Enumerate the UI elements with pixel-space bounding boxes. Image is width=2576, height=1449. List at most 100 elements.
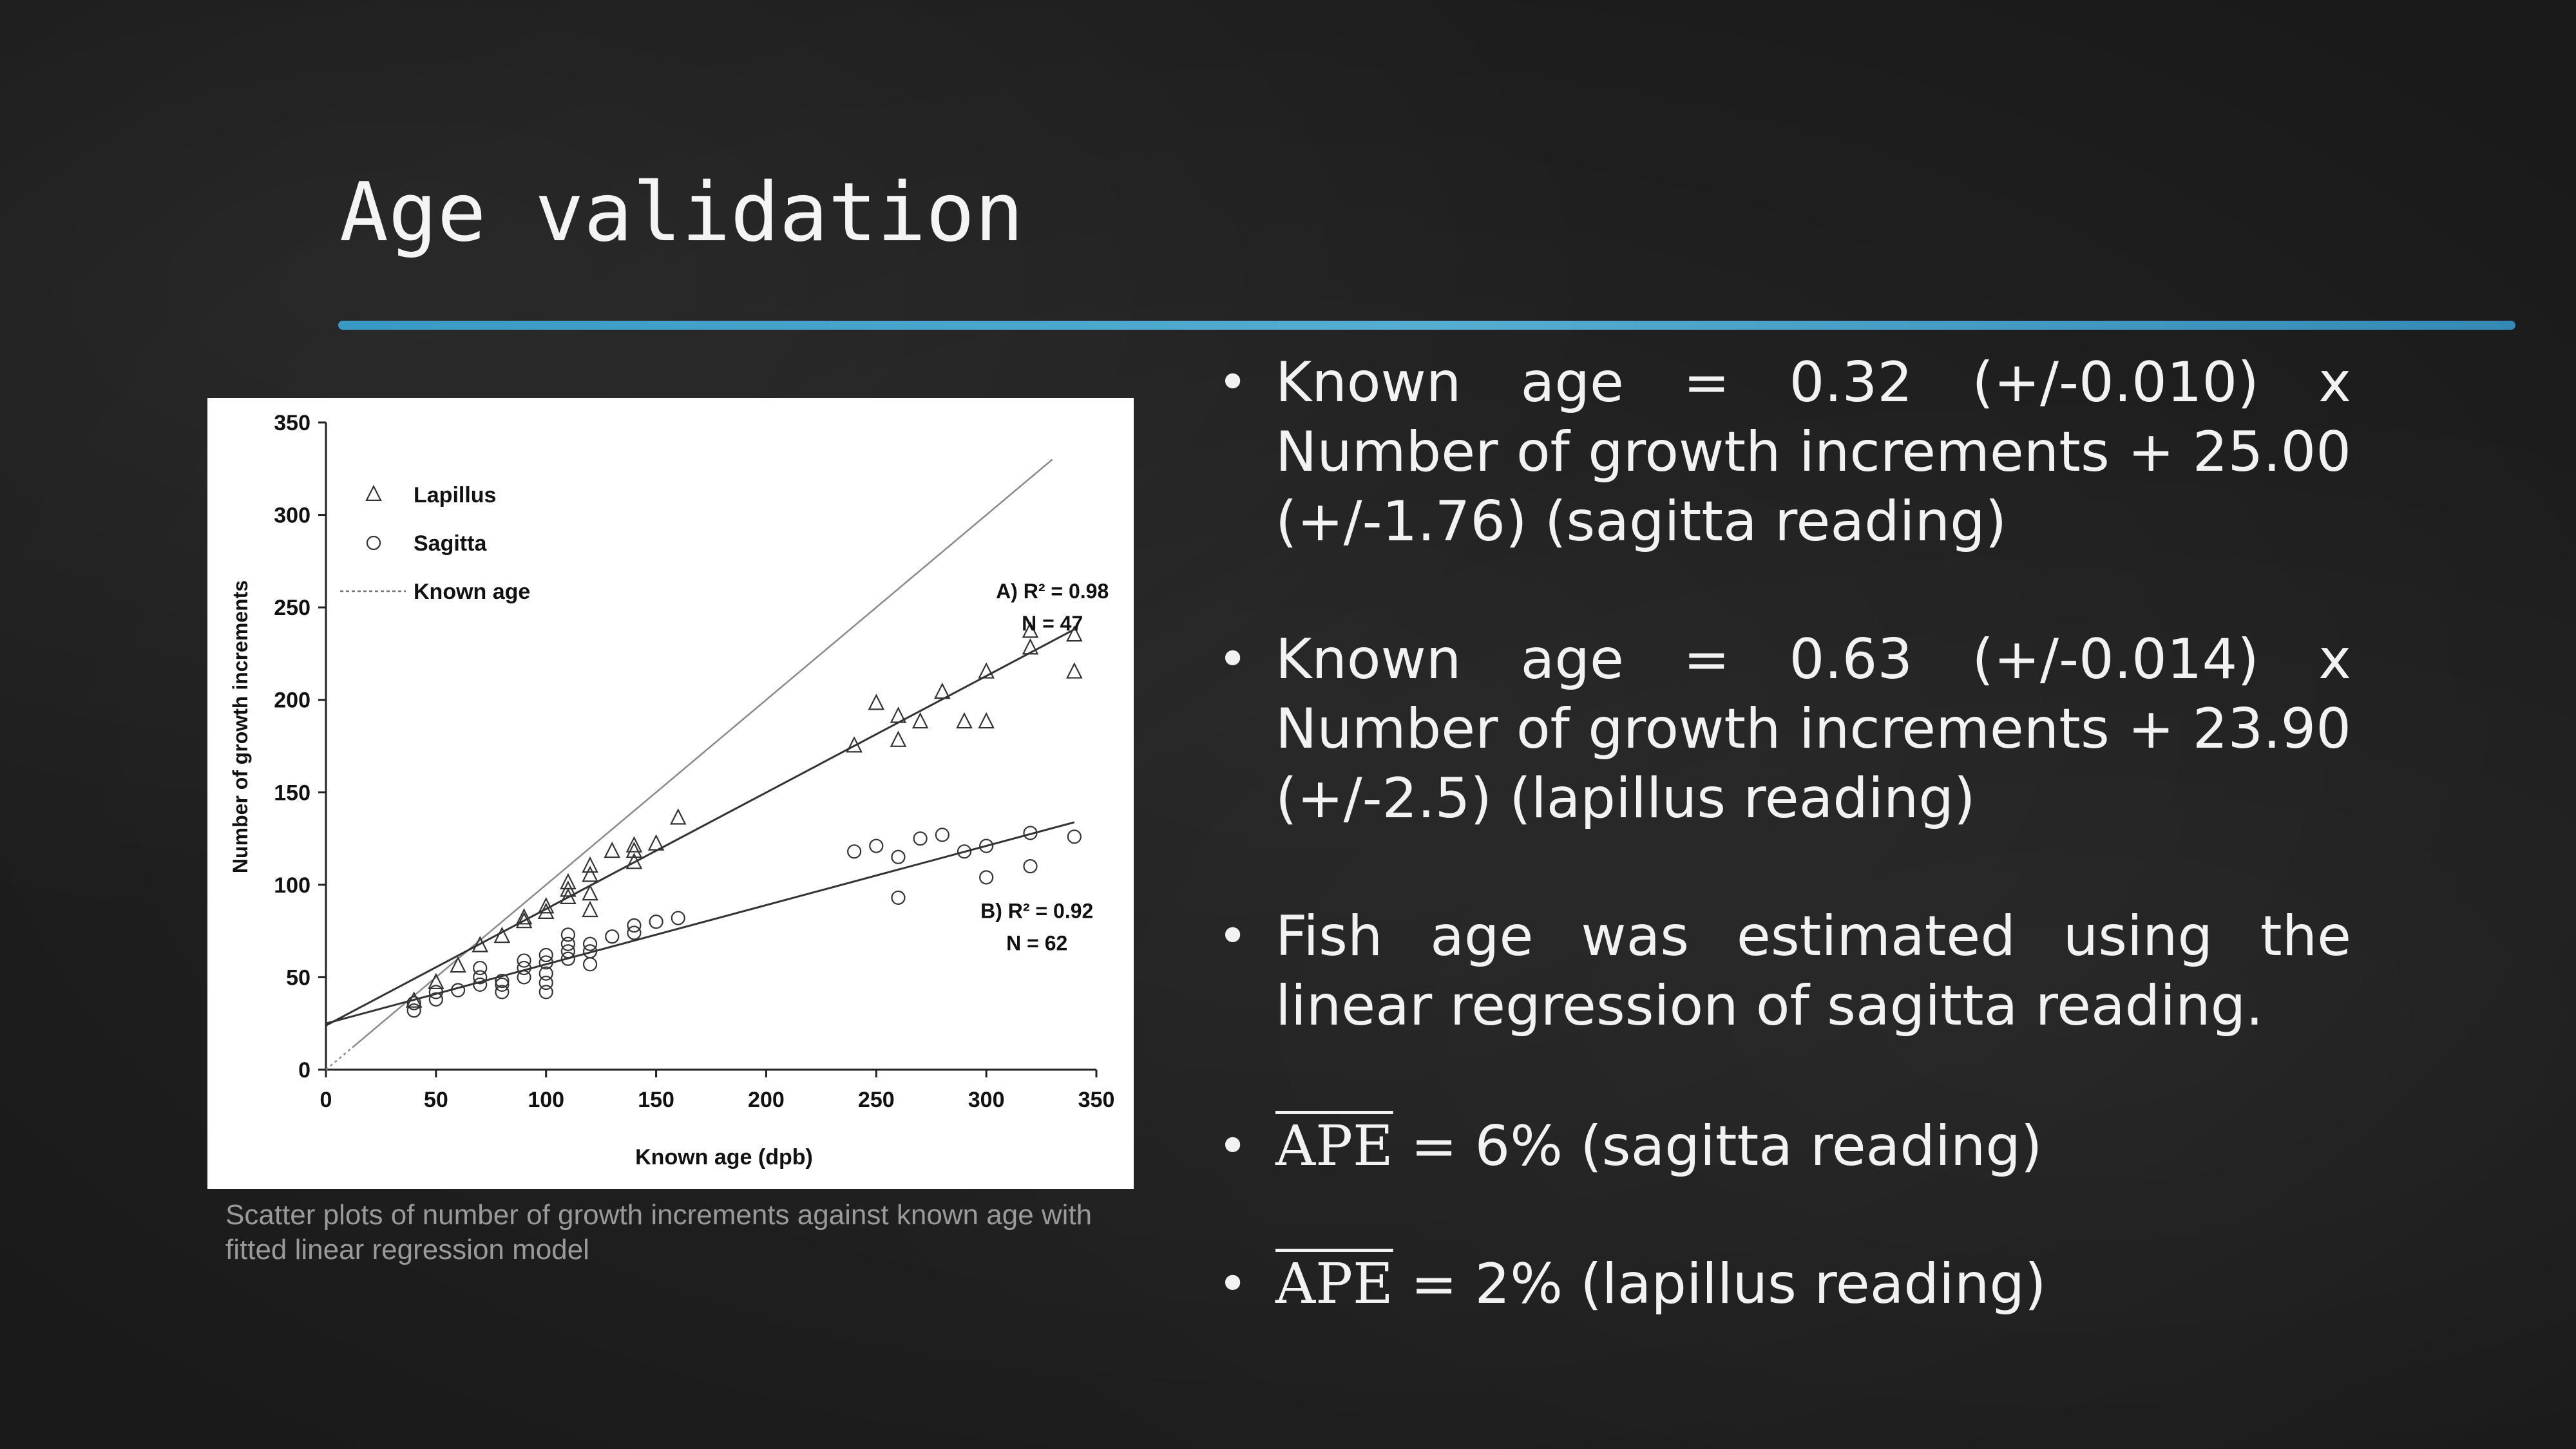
lapillus-point — [890, 706, 907, 723]
legend-label: Known age — [414, 580, 530, 604]
sagitta-point — [539, 955, 553, 970]
sagitta-point — [495, 974, 510, 989]
sagitta-point — [935, 828, 949, 842]
sagitta-point — [428, 985, 443, 999]
y-tick-label: 350 — [274, 411, 310, 435]
bullet-icon: • — [1217, 1254, 1248, 1314]
lapillus-point — [405, 991, 423, 1008]
chart-svg: 0 50 100 150 200 250 300 350 0 50 100 150 200 250 300 3… — [229, 411, 1114, 1170]
title-divider — [338, 321, 2515, 330]
sagitta-point — [560, 944, 575, 959]
legend-label: Lapillus — [414, 483, 496, 507]
sagitta-point — [428, 992, 443, 1007]
lapillus-point — [493, 926, 511, 943]
bullet-ape-lapillus: • APE = 2% (lapillus reading) — [1211, 1249, 2351, 1319]
sagitta-point — [869, 838, 884, 853]
lapillus-point — [450, 956, 466, 973]
sagitta-point — [495, 977, 510, 992]
ape-label: APE — [1275, 1114, 1393, 1179]
lapillus-point — [1022, 638, 1039, 655]
lapillus-point — [428, 972, 444, 990]
fit-annotation: B) R² = 0.92 — [980, 900, 1093, 923]
lapillus-point — [560, 873, 577, 889]
lapillus-point — [625, 836, 643, 853]
y-tick-label: 300 — [274, 504, 310, 528]
lapillus-point — [582, 866, 598, 882]
sagitta-point — [473, 977, 488, 992]
bullet-text: Fish age was estimated using the linear … — [1275, 904, 2351, 1038]
ape-value: = 6% (sagitta reading) — [1393, 1114, 2043, 1179]
y-tick-label: 100 — [274, 873, 310, 898]
bullet-icon: • — [1217, 352, 1248, 412]
sagitta-point — [406, 996, 421, 1010]
y-tick-label: 250 — [274, 596, 310, 620]
legend-circle-icon — [366, 535, 381, 551]
sagitta-point — [560, 927, 575, 942]
sagitta-point — [627, 925, 642, 940]
lapillus-point — [956, 712, 973, 729]
sagitta-point — [627, 918, 642, 933]
legend-triangle-icon — [365, 484, 382, 502]
bullet-icon: • — [1217, 1116, 1248, 1176]
sagitta-point — [1023, 826, 1038, 840]
lapillus-point — [890, 730, 907, 747]
sagitta-point — [495, 985, 510, 999]
ape-value: = 2% (lapillus reading) — [1393, 1252, 2046, 1316]
lapillus-point — [978, 662, 995, 679]
sagitta-point — [473, 960, 488, 976]
y-tick-label: 0 — [298, 1058, 310, 1083]
lapillus-point — [934, 682, 951, 699]
sagitta-point — [517, 960, 531, 976]
lapillus-point — [978, 712, 995, 729]
sagitta-point — [517, 953, 531, 968]
lapillus-point — [604, 841, 621, 858]
sagitta-point — [406, 1003, 421, 1018]
sagitta-point — [979, 870, 994, 885]
x-tick-label: 200 — [748, 1088, 785, 1112]
sagitta-point — [560, 936, 575, 951]
sagitta-point — [1023, 859, 1038, 874]
y-axis-label: Number of growth increments — [229, 580, 252, 873]
sagitta-point — [671, 911, 685, 925]
lapillus-point — [582, 900, 598, 918]
lapillus-point — [625, 853, 643, 869]
lapillus-point — [911, 712, 929, 729]
sagitta-point — [582, 957, 598, 972]
sagitta-point — [649, 914, 663, 929]
legend-label: Sagitta — [414, 531, 487, 556]
lapillus-point — [582, 884, 598, 901]
x-tick-label: 100 — [528, 1088, 564, 1112]
y-tick-label: 150 — [274, 781, 310, 805]
bullet-sagitta-equation: • Known age = 0.32 (+/-0.010) x Number o… — [1211, 348, 2351, 556]
lapillus-point — [647, 834, 665, 851]
lapillus-point — [515, 911, 533, 929]
lapillus-fit-line — [325, 628, 1075, 1027]
bullet-text: APE = 2% (lapillus reading) — [1275, 1249, 2351, 1319]
bullet-lapillus-equation: • Known age = 0.63 (+/-0.014) x Number o… — [1211, 625, 2351, 833]
bullet-text: Known age = 0.63 (+/-0.014) x Number of … — [1275, 627, 2351, 831]
x-tick-label: 250 — [858, 1088, 895, 1112]
known-age-line-dotted-segment — [325, 1046, 353, 1070]
x-tick-label: 50 — [424, 1088, 448, 1112]
bullet-icon: • — [1217, 629, 1248, 689]
sagitta-point — [1067, 829, 1082, 844]
scatter-chart: 0 50 100 150 200 250 300 350 0 50 100 150 200 250 300 3… — [207, 398, 1134, 1189]
lapillus-point — [537, 902, 555, 919]
sagitta-point — [539, 947, 553, 963]
x-tick-label: 150 — [638, 1088, 674, 1112]
lapillus-point — [625, 841, 643, 858]
lapillus-point — [868, 694, 885, 710]
x-tick-label: 300 — [968, 1088, 1005, 1112]
sagitta-point — [539, 975, 553, 990]
fit-annotation: N = 47 — [1022, 612, 1083, 635]
sagitta-point — [891, 849, 906, 864]
sagitta-point — [847, 844, 862, 859]
bullet-text: APE = 6% (sagitta reading) — [1275, 1112, 2351, 1181]
lapillus-point — [1066, 662, 1083, 679]
x-axis-label: Known age (dpb) — [635, 1145, 813, 1170]
ape-label: APE — [1275, 1252, 1393, 1316]
bullet-ape-sagitta: • APE = 6% (sagitta reading) — [1211, 1112, 2351, 1181]
y-tick-label: 50 — [286, 965, 310, 990]
sagitta-point — [539, 966, 553, 981]
sagitta-point — [450, 983, 466, 998]
